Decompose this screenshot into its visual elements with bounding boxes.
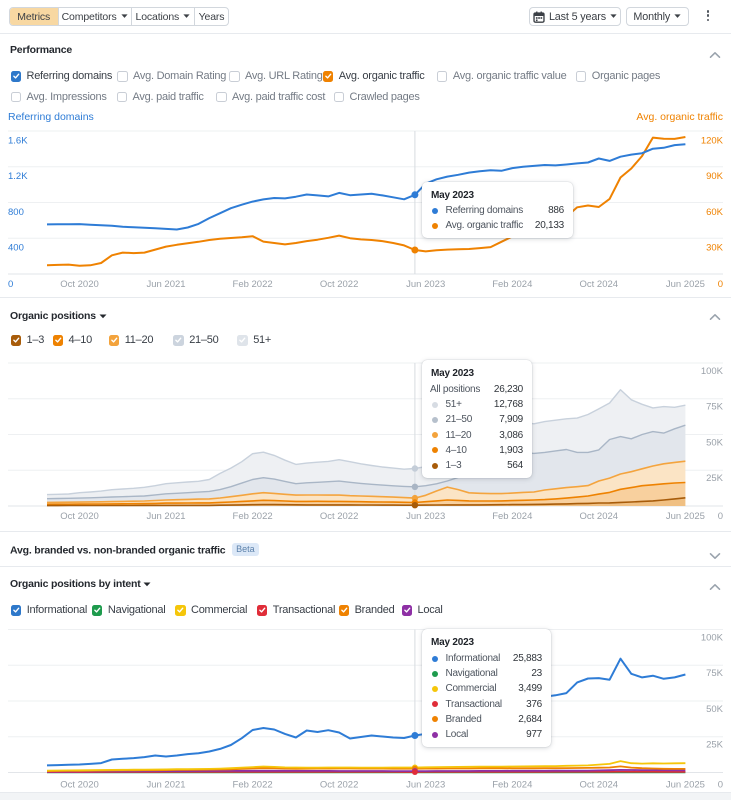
svg-text:Oct 2022: Oct 2022	[320, 511, 359, 522]
svg-text:90K: 90K	[706, 171, 724, 182]
svg-text:Jun 2023: Jun 2023	[406, 279, 445, 290]
svg-text:1.6K: 1.6K	[8, 136, 28, 147]
svg-text:Jun 2025: Jun 2025	[666, 511, 705, 522]
svg-text:Oct 2024: Oct 2024	[580, 279, 619, 290]
svg-text:100K: 100K	[701, 633, 724, 644]
svg-text:0: 0	[718, 780, 723, 791]
svg-text:400: 400	[8, 243, 24, 254]
svg-text:0: 0	[8, 279, 13, 290]
svg-text:Feb 2022: Feb 2022	[233, 511, 273, 522]
svg-text:Feb 2024: Feb 2024	[492, 780, 532, 791]
svg-text:Oct 2022: Oct 2022	[320, 279, 359, 290]
svg-text:Oct 2020: Oct 2020	[60, 511, 99, 522]
svg-text:Feb 2024: Feb 2024	[492, 279, 532, 290]
svg-text:50K: 50K	[706, 438, 724, 449]
svg-text:Jun 2025: Jun 2025	[666, 279, 705, 290]
svg-text:Feb 2022: Feb 2022	[233, 279, 273, 290]
svg-text:0: 0	[718, 511, 723, 522]
svg-text:100K: 100K	[701, 366, 724, 377]
svg-text:Jun 2023: Jun 2023	[406, 780, 445, 791]
svg-text:Jun 2021: Jun 2021	[146, 780, 185, 791]
svg-text:75K: 75K	[706, 668, 724, 679]
svg-text:Jun 2023: Jun 2023	[406, 511, 445, 522]
svg-text:Jun 2025: Jun 2025	[666, 780, 705, 791]
svg-text:30K: 30K	[706, 243, 724, 254]
svg-text:Oct 2022: Oct 2022	[320, 780, 359, 791]
svg-text:Feb 2024: Feb 2024	[492, 511, 532, 522]
svg-text:0: 0	[718, 279, 723, 290]
svg-text:800: 800	[8, 207, 24, 218]
svg-text:Oct 2020: Oct 2020	[60, 279, 99, 290]
svg-text:1.2K: 1.2K	[8, 171, 28, 182]
svg-text:Feb 2022: Feb 2022	[233, 780, 273, 791]
svg-text:Oct 2024: Oct 2024	[580, 511, 619, 522]
svg-text:75K: 75K	[706, 402, 724, 413]
svg-text:60K: 60K	[706, 207, 724, 218]
svg-text:Oct 2020: Oct 2020	[60, 780, 99, 791]
svg-text:25K: 25K	[706, 740, 724, 751]
svg-text:Oct 2024: Oct 2024	[580, 780, 619, 791]
svg-text:Jun 2021: Jun 2021	[146, 279, 185, 290]
svg-text:120K: 120K	[701, 136, 724, 147]
svg-text:50K: 50K	[706, 704, 724, 715]
svg-text:Jun 2021: Jun 2021	[146, 511, 185, 522]
svg-text:25K: 25K	[706, 473, 724, 484]
